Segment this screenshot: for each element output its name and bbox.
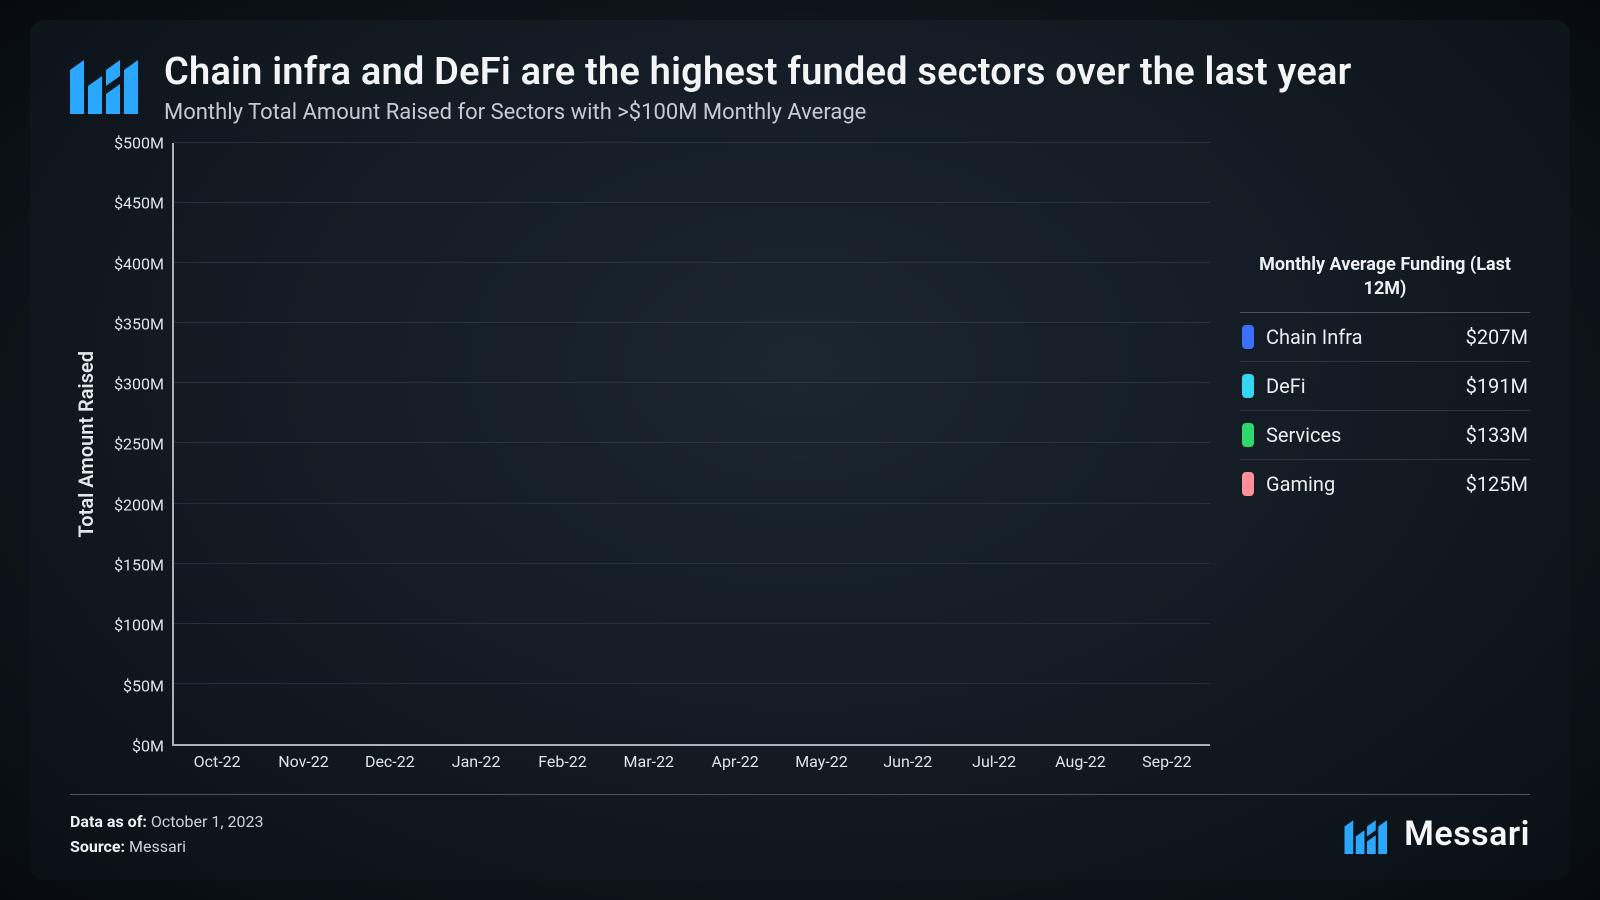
source-value: Messari: [129, 837, 186, 856]
legend-value: $207M: [1466, 325, 1528, 349]
legend-name: Gaming: [1266, 472, 1454, 496]
source-label: Source:: [70, 837, 125, 856]
y-tick-label: $500M: [94, 134, 164, 153]
chart-card: Chain infra and DeFi are the highest fun…: [30, 20, 1570, 880]
legend-swatch: [1242, 374, 1254, 398]
legend-swatch: [1242, 472, 1254, 496]
y-tick-label: $450M: [94, 194, 164, 213]
y-tick-label: $250M: [94, 435, 164, 454]
legend-name: DeFi: [1266, 374, 1454, 398]
x-tick-label: Jul-22: [951, 752, 1037, 771]
y-tick-label: $200M: [94, 495, 164, 514]
bars-container: [174, 143, 1210, 744]
legend-swatch: [1242, 325, 1254, 349]
x-tick-label: Apr-22: [692, 752, 778, 771]
x-tick-labels: Oct-22Nov-22Dec-22Jan-22Feb-22Mar-22Apr-…: [174, 752, 1210, 771]
brand-name: Messari: [1404, 814, 1530, 854]
y-tick-label: $350M: [94, 314, 164, 333]
legend-swatch: [1242, 423, 1254, 447]
x-tick-label: Oct-22: [174, 752, 260, 771]
legend-item: Chain Infra $207M: [1240, 313, 1530, 362]
legend-value: $133M: [1466, 423, 1528, 447]
data-as-of-label: Data as of:: [70, 812, 147, 831]
header: Chain infra and DeFi are the highest fun…: [70, 50, 1530, 125]
legend-value: $191M: [1466, 374, 1528, 398]
legend-name: Services: [1266, 423, 1454, 447]
legend-panel: Monthly Average Funding (Last 12M) Chain…: [1210, 143, 1530, 746]
x-tick-label: Aug-22: [1037, 752, 1123, 771]
chart-subtitle: Monthly Total Amount Raised for Sectors …: [164, 100, 1352, 125]
y-tick-label: $50M: [94, 676, 164, 695]
legend-value: $125M: [1466, 472, 1528, 496]
x-tick-label: Mar-22: [606, 752, 692, 771]
x-tick-label: Jan-22: [433, 752, 519, 771]
y-tick-label: $400M: [94, 254, 164, 273]
chart-title: Chain infra and DeFi are the highest fun…: [164, 50, 1352, 94]
x-tick-label: May-22: [778, 752, 864, 771]
y-tick-label: $150M: [94, 555, 164, 574]
legend-item: Services $133M: [1240, 411, 1530, 460]
footer: Data as of: October 1, 2023 Source: Mess…: [70, 794, 1530, 860]
y-tick-label: $100M: [94, 616, 164, 635]
messari-logo-icon: [70, 50, 142, 114]
x-tick-label: Jun-22: [865, 752, 951, 771]
data-as-of-value: October 1, 2023: [151, 812, 264, 831]
x-tick-label: Sep-22: [1124, 752, 1210, 771]
legend-rows: Chain Infra $207M DeFi $191M Services $133M Ga…: [1240, 313, 1530, 508]
content: Total Amount Raised $0M$50M$100M$150M$20…: [70, 143, 1530, 746]
y-tick-column: $0M$50M$100M$150M$200M$250M$300M$350M$40…: [102, 143, 172, 746]
legend-item: DeFi $191M: [1240, 362, 1530, 411]
footer-meta: Data as of: October 1, 2023 Source: Mess…: [70, 809, 263, 860]
legend-title: Monthly Average Funding (Last 12M): [1240, 253, 1530, 313]
titles: Chain infra and DeFi are the highest fun…: [164, 50, 1352, 125]
y-tick-label: $0M: [94, 736, 164, 755]
chart-zone: $0M$50M$100M$150M$200M$250M$300M$350M$40…: [102, 143, 1210, 746]
footer-brand: Messari: [1344, 814, 1530, 854]
messari-logo-icon: [1344, 814, 1390, 854]
plot-area: Oct-22Nov-22Dec-22Jan-22Feb-22Mar-22Apr-…: [172, 143, 1210, 746]
legend-name: Chain Infra: [1266, 325, 1454, 349]
x-tick-label: Feb-22: [519, 752, 605, 771]
y-tick-label: $300M: [94, 375, 164, 394]
legend-item: Gaming $125M: [1240, 460, 1530, 508]
x-tick-label: Dec-22: [347, 752, 433, 771]
x-tick-label: Nov-22: [260, 752, 346, 771]
